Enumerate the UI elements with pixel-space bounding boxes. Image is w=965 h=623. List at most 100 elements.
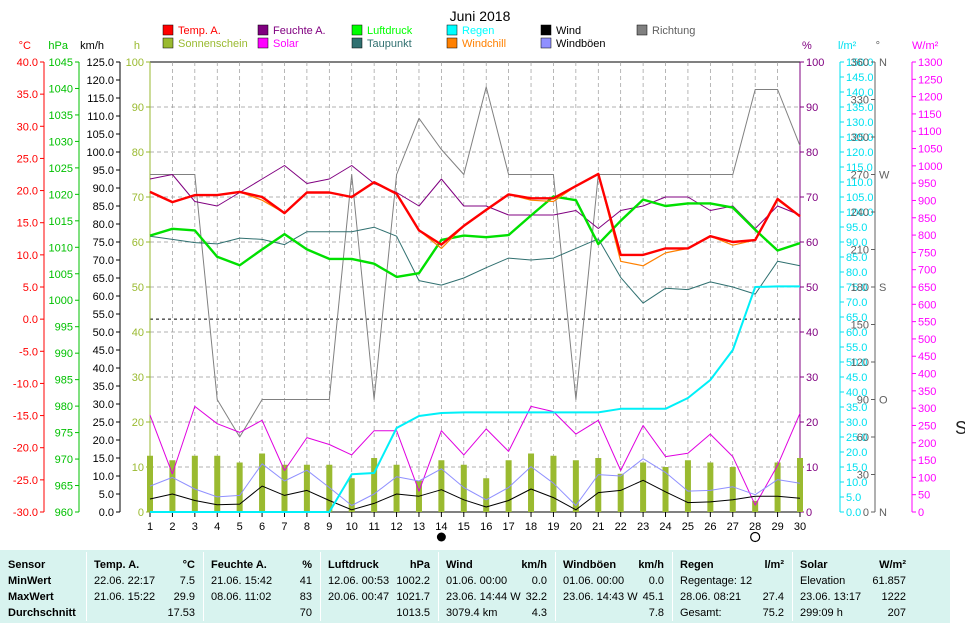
solar-axis-tick-label: 1200 [918, 92, 942, 104]
temp-axis-tick-label: 15.0 [17, 218, 38, 230]
humidity-axis-tick-label: 0 [806, 507, 812, 519]
pressure-axis-tick-label: 1040 [49, 83, 73, 95]
summary-cell-value: 83 [299, 591, 312, 603]
direction-axis-tick-label: 270 [851, 170, 869, 182]
sunshine-bar [572, 460, 579, 512]
summary-cell-label: 12.06. 00:53 [328, 575, 390, 587]
sunshine-bar [326, 464, 333, 512]
summary-cell-label: 01.06. 00:00 [446, 575, 508, 587]
rain-axis-tick-label: 40.0 [846, 387, 867, 399]
sunshine-bar [505, 460, 512, 512]
summary-column: Temp. A. °C 22.06. 22:17 7.5 21.06. 15:22 29.… [86, 550, 203, 623]
legend-swatch [351, 24, 363, 36]
solar-axis-tick-label: 200 [918, 438, 936, 450]
summary-column-unit: % [302, 559, 312, 571]
x-tick-label: 12 [390, 521, 402, 533]
sunshine-bar [147, 455, 153, 512]
wind-axis-tick-label: 125.0 [86, 57, 114, 69]
summary-max-label: MaxWert [8, 591, 54, 603]
legend-swatch [540, 37, 552, 49]
wind-axis-tick-label: 65.0 [93, 273, 114, 285]
humidity-axis-tick-label: 40 [806, 327, 818, 339]
wind-axis-tick-label: 90.0 [93, 183, 114, 195]
x-tick-label: 24 [659, 521, 671, 533]
legend-swatch [162, 24, 174, 36]
summary-cell-label: Regentage: 12 [680, 575, 753, 587]
legend-label: Wind [556, 25, 581, 37]
summary-sensor-label: Sensor [8, 559, 46, 571]
humidity-axis-tick-label: 70 [806, 192, 818, 204]
wind-axis-tick-label: 70.0 [93, 255, 114, 267]
series-line-taupunkt [149, 226, 801, 304]
temp-axis-tick-label: 20.0 [17, 186, 38, 198]
x-tick-label: 7 [281, 521, 287, 533]
solar-axis-tick-label: 1150 [918, 109, 942, 121]
direction-letter: N [879, 57, 887, 69]
summary-column-unit: W/m² [879, 559, 906, 571]
wind-axis-tick-label: 105.0 [86, 129, 114, 141]
solar-axis-tick-label: 250 [918, 420, 936, 432]
summary-column: Luftdruck hPa 12.06. 00:53 1002.2 20.06. 00:… [320, 550, 438, 623]
direction-axis-tick-label: 210 [851, 245, 869, 257]
sun-axis-tick-label: 10 [132, 462, 144, 474]
chart-title: Juni 2018 [450, 8, 511, 24]
rain-axis-tick-label: 70.0 [846, 297, 867, 309]
pressure-axis-tick-label: 990 [55, 348, 73, 360]
legend-swatch [351, 37, 363, 49]
x-tick-label: 14 [435, 521, 447, 533]
sunshine-bar [214, 455, 221, 512]
solar-axis-tick-label: 450 [918, 351, 936, 363]
rain-axis-tick-label: 110.0 [846, 177, 873, 189]
summary-cell-label: 20.06. 00:47 [328, 591, 390, 603]
pressure-axis-tick-label: 995 [55, 322, 73, 334]
summary-column-unit: l/m² [764, 559, 784, 571]
humidity-axis-tick-label: 80 [806, 147, 818, 159]
x-tick-label: 4 [214, 521, 220, 533]
wind-axis-tick-label: 75.0 [93, 237, 114, 249]
solar-axis-tick-label: 50 [918, 490, 930, 502]
summary-column-title: Luftdruck [328, 559, 379, 571]
wind-axis-tick-label: 55.0 [93, 309, 114, 321]
x-tick-label: 3 [192, 521, 198, 533]
solar-axis-tick-label: 150 [918, 455, 936, 467]
x-tick-label: 17 [502, 521, 514, 533]
pressure-axis-tick-label: 1035 [49, 110, 73, 122]
pressure-axis-tick-label: 1020 [49, 189, 73, 201]
x-tick-label: 13 [413, 521, 425, 533]
sun-axis-tick-label: 60 [132, 237, 144, 249]
full-moon-icon [750, 531, 761, 543]
legend-label: Taupunkt [367, 38, 412, 50]
sun-axis-tick-label: 40 [132, 327, 144, 339]
wind-axis-tick-label: 85.0 [93, 201, 114, 213]
temp-axis-tick-label: -20.0 [13, 443, 38, 455]
pressure-axis-tick-label: 1000 [49, 295, 73, 307]
summary-cell-value: 41 [299, 575, 312, 587]
series-line-wind [149, 479, 801, 511]
rain-axis-tick-label: 30.0 [846, 417, 867, 429]
legend-swatch [162, 37, 174, 49]
direction-axis-tick-label: 90 [857, 395, 869, 407]
rain-axis-tick-label: 130.0 [846, 117, 874, 129]
pressure-axis-tick-label: 1010 [49, 242, 73, 254]
sun-axis-tick-label: 100 [126, 57, 144, 69]
pressure-axis-tick-label: 1025 [49, 163, 73, 175]
x-tick-label: 9 [326, 521, 332, 533]
summary-cell-value: 207 [887, 607, 906, 619]
rain-axis-tick-label: 115.0 [846, 162, 873, 174]
weather-chart: Juni 2018 Temp. A. Feuchte A. Luftdruck Rege… [13, 8, 942, 543]
rain-axis-tick-label: 145.0 [846, 72, 874, 84]
humidity-axis-tick-label: 50 [806, 282, 818, 294]
rain-axis-tick-label: 140.0 [846, 87, 874, 99]
direction-axis-unit: ° [876, 40, 880, 52]
direction-letter: W [879, 170, 890, 182]
sun-axis-tick-label: 90 [132, 102, 144, 114]
summary-cell-label: 28.06. 08:21 [680, 591, 742, 603]
legend-label: Luftdruck [367, 25, 413, 37]
wind-axis-tick-label: 5.0 [99, 489, 114, 501]
x-tick-label: 23 [637, 521, 649, 533]
rain-axis-tick-label: 5.0 [846, 492, 861, 504]
direction-axis-tick-label: 300 [851, 132, 869, 144]
sunshine-bar [348, 478, 355, 512]
legend-label: Feuchte A. [273, 25, 326, 37]
rain-axis-tick-label: 50.0 [846, 357, 867, 369]
